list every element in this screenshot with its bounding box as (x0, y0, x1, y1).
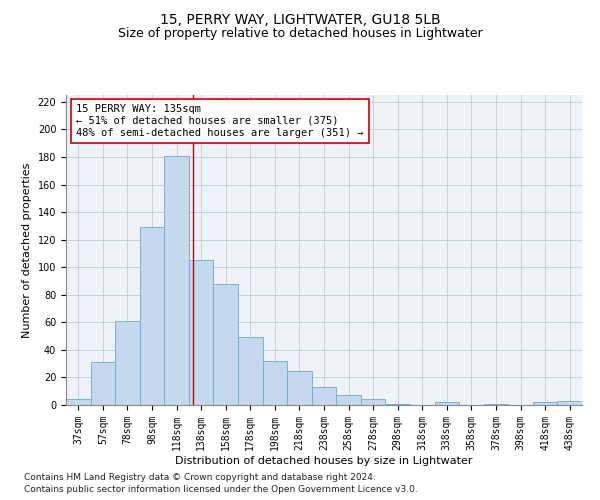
Bar (91, 362, 115, 405)
Text: Contains HM Land Registry data © Crown copyright and database right 2024.: Contains HM Land Registry data © Crown c… (24, 472, 376, 482)
Bar (115, 321, 140, 405)
Bar (361, 400, 385, 405)
Bar (533, 402, 557, 405)
Bar (189, 260, 214, 405)
Bar (140, 228, 164, 405)
Bar (238, 338, 263, 405)
X-axis label: Distribution of detached houses by size in Lightwater: Distribution of detached houses by size … (175, 456, 473, 466)
Text: Contains public sector information licensed under the Open Government Licence v3: Contains public sector information licen… (24, 485, 418, 494)
Bar (336, 396, 361, 405)
Text: 15 PERRY WAY: 135sqm
← 51% of detached houses are smaller (375)
48% of semi-deta: 15 PERRY WAY: 135sqm ← 51% of detached h… (76, 104, 364, 138)
Text: Size of property relative to detached houses in Lightwater: Size of property relative to detached ho… (118, 28, 482, 40)
Bar (214, 284, 238, 405)
Bar (434, 402, 459, 405)
Bar (287, 370, 312, 405)
Bar (557, 401, 582, 405)
Y-axis label: Number of detached properties: Number of detached properties (22, 162, 32, 338)
Bar (66, 400, 91, 405)
Text: 15, PERRY WAY, LIGHTWATER, GU18 5LB: 15, PERRY WAY, LIGHTWATER, GU18 5LB (160, 12, 440, 26)
Bar (312, 387, 336, 405)
Bar (263, 361, 287, 405)
Bar (484, 404, 508, 405)
Bar (164, 156, 189, 405)
Bar (385, 404, 410, 405)
